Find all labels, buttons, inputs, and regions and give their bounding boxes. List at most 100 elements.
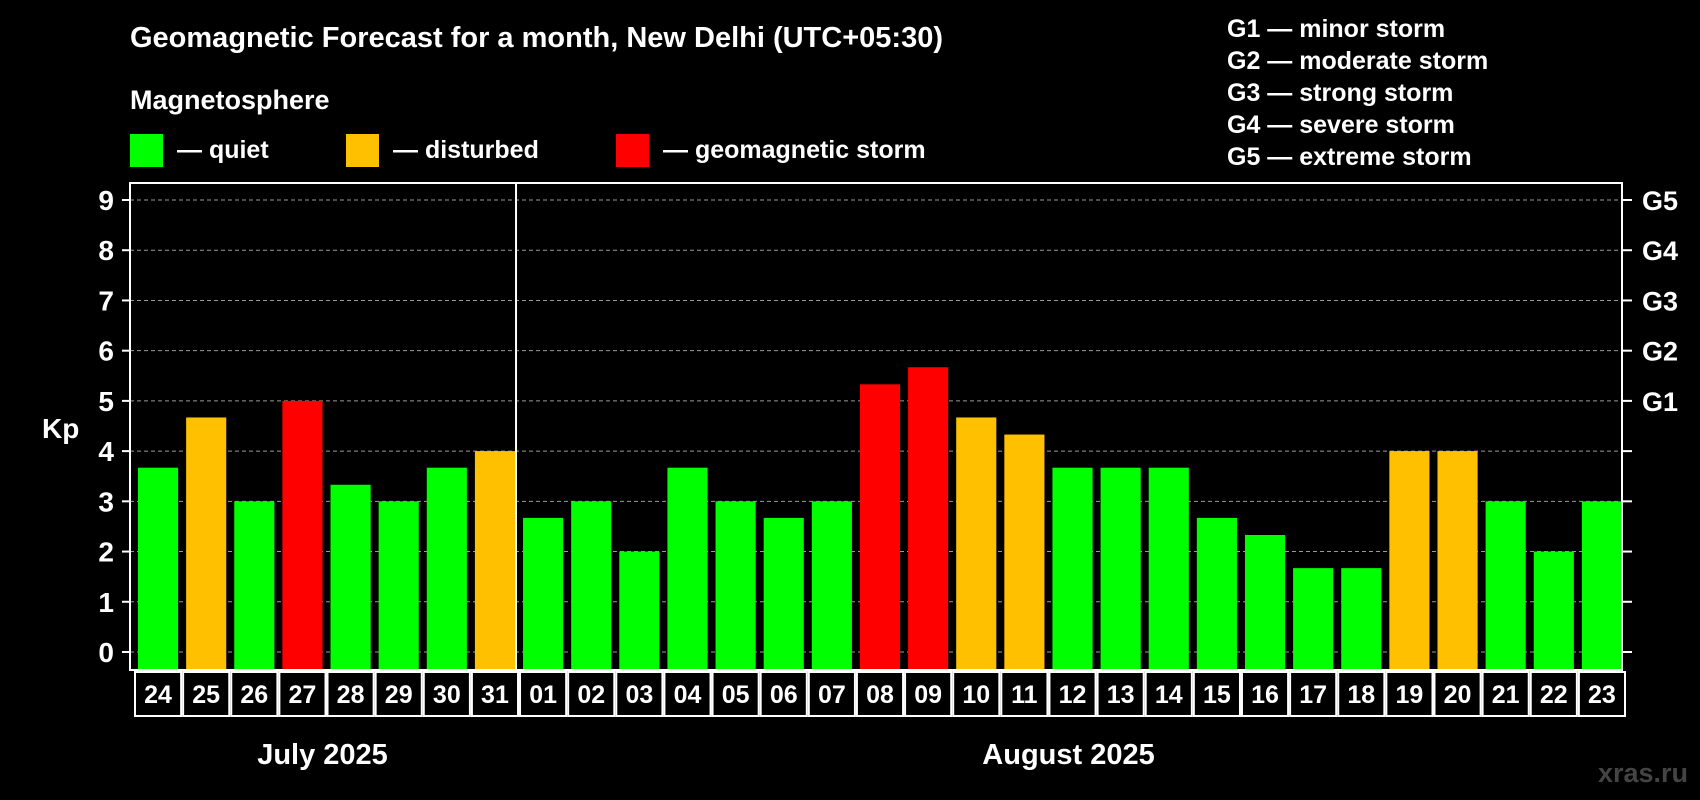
storm-scale-g1: G1 — minor storm	[1227, 15, 1445, 43]
y-tick-label: 5	[98, 386, 114, 417]
g-scale-label: G5	[1642, 186, 1678, 216]
legend-label-quiet: — quiet	[177, 136, 269, 164]
bar	[571, 501, 612, 670]
date-label: 14	[1155, 681, 1183, 709]
y-tick-label: 1	[98, 587, 114, 618]
bar	[186, 417, 227, 670]
date-cell	[1385, 671, 1434, 717]
date-row: 24 25 26 27 28 29 30 31 01 02 03 04 05 06 07 08 09 10 11 12…	[134, 671, 1627, 717]
bar	[908, 367, 949, 670]
date-cell	[663, 671, 712, 717]
date-label: 10	[962, 681, 990, 709]
date-label: 03	[625, 681, 653, 709]
date-cell	[1433, 671, 1482, 717]
date-cell	[615, 671, 664, 717]
legend-swatch-quiet	[130, 134, 163, 167]
y-tick-label: 9	[98, 185, 114, 216]
watermark: xras.ru	[1598, 758, 1688, 788]
date-cell	[134, 671, 183, 717]
date-label: 27	[289, 681, 317, 709]
bar	[1341, 568, 1382, 670]
month-label: August 2025	[982, 739, 1154, 771]
date-cell	[182, 671, 231, 717]
bar	[1533, 551, 1574, 670]
y-tick-label: 3	[98, 486, 114, 517]
date-label: 20	[1444, 681, 1472, 709]
date-label: 13	[1107, 681, 1135, 709]
legend-label-storm: — geomagnetic storm	[663, 136, 926, 164]
date-label: 24	[144, 681, 172, 709]
date-cell	[759, 671, 808, 717]
date-cell	[1289, 671, 1338, 717]
g-scale-label: G2	[1642, 337, 1678, 367]
bar	[619, 551, 660, 670]
legend-swatch-disturbed	[346, 134, 379, 167]
legend-swatch-storm	[616, 134, 649, 167]
bar	[426, 467, 467, 670]
bar	[1581, 501, 1622, 670]
date-label: 09	[914, 681, 942, 709]
bar	[1148, 467, 1189, 670]
date-cell	[1577, 671, 1627, 717]
bar	[330, 484, 371, 670]
date-cell	[519, 671, 568, 717]
bar	[1437, 451, 1478, 670]
bar	[138, 467, 179, 670]
month-labels: July 2025 August 2025	[257, 739, 1155, 771]
y-tick-label: 2	[98, 537, 114, 568]
bar	[378, 501, 419, 670]
date-label: 06	[770, 681, 798, 709]
storm-scale-g3: G3 — strong storm	[1227, 79, 1453, 107]
date-label: 30	[433, 681, 461, 709]
bar	[859, 384, 901, 670]
date-label: 17	[1299, 681, 1327, 709]
date-cell	[278, 671, 327, 717]
date-label: 05	[722, 681, 750, 709]
storm-scale-g5: G5 — extreme storm	[1227, 143, 1472, 171]
bar	[811, 501, 852, 670]
date-label: 16	[1251, 681, 1279, 709]
date-label: 12	[1059, 681, 1087, 709]
legend-label-disturbed: — disturbed	[393, 136, 539, 164]
chart-title: Geomagnetic Forecast for a month, New De…	[130, 22, 943, 54]
bar	[1196, 517, 1237, 670]
bar	[956, 417, 997, 670]
g-scale-label: G1	[1642, 387, 1678, 417]
date-cell	[422, 671, 471, 717]
plot-frame	[129, 182, 1623, 671]
date-cell	[952, 671, 1001, 717]
date-cell	[807, 671, 856, 717]
y-tick-label: 6	[98, 336, 114, 367]
right-axis: G1 G2 G3 G4 G5	[1622, 186, 1678, 653]
bar	[523, 517, 564, 670]
date-label: 29	[385, 681, 413, 709]
bar	[1052, 467, 1093, 670]
date-cell	[326, 671, 375, 717]
date-label: 21	[1492, 681, 1520, 709]
y-tick-label: 4	[98, 436, 114, 467]
date-label: 02	[577, 681, 605, 709]
y-axis-label: Kp	[42, 413, 79, 444]
date-cell	[1529, 671, 1578, 717]
date-label: 04	[674, 681, 702, 709]
date-cell	[855, 671, 905, 717]
date-cell	[1000, 671, 1049, 717]
y-axis: 0 1 2 3 4 5 6 7 8 9	[98, 185, 130, 668]
bar	[1485, 501, 1526, 670]
date-label: 19	[1396, 681, 1424, 709]
date-label: 23	[1588, 681, 1616, 709]
date-label: 28	[337, 681, 365, 709]
bar	[1004, 434, 1045, 670]
date-label: 18	[1347, 681, 1375, 709]
date-label: 22	[1540, 681, 1568, 709]
date-cell	[1481, 671, 1530, 717]
date-cell	[230, 671, 279, 717]
date-cell	[567, 671, 616, 717]
date-cell	[1192, 671, 1241, 717]
month-label: July 2025	[257, 739, 388, 771]
date-cell	[1144, 671, 1193, 717]
bar	[234, 501, 275, 670]
bar	[1100, 467, 1141, 670]
y-tick-label: 7	[98, 285, 114, 316]
